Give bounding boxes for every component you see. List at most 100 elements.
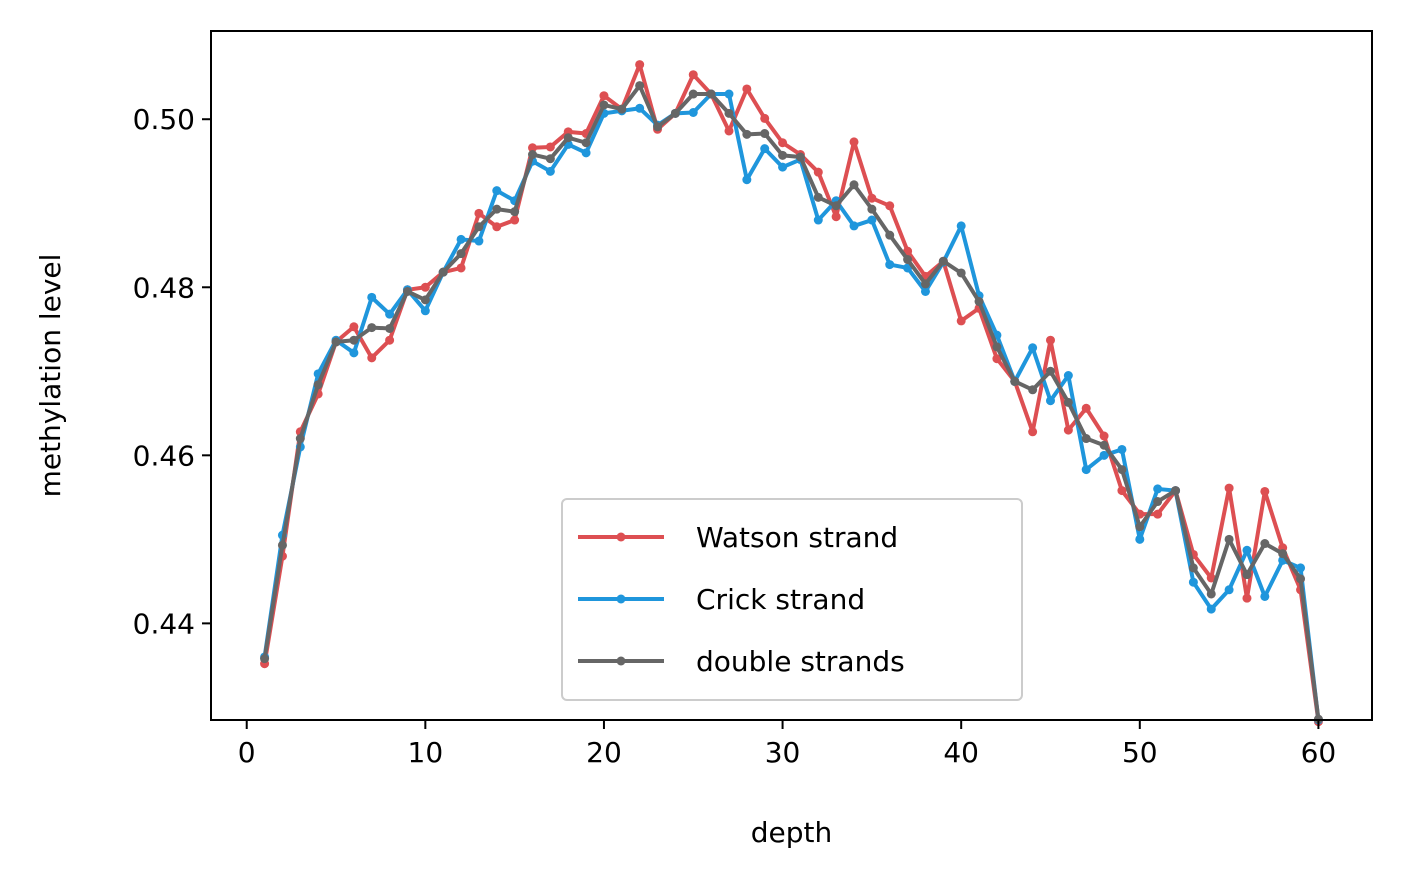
data-point: [670, 108, 680, 118]
data-point: [813, 192, 823, 202]
data-point: [867, 204, 877, 214]
data-point: [1045, 335, 1055, 345]
data-point: [760, 113, 770, 123]
data-point: [1206, 589, 1216, 599]
data-point: [492, 204, 502, 214]
x-axis: 0 10 20 30 40 50 60: [238, 720, 1336, 769]
data-point: [1260, 486, 1270, 496]
data-point: [1188, 577, 1198, 587]
data-point: [438, 267, 448, 277]
data-point: [367, 353, 377, 363]
data-point: [474, 222, 484, 232]
data-point: [367, 292, 377, 302]
data-point: [1224, 585, 1234, 595]
data-point: [1188, 563, 1198, 573]
data-point: [635, 81, 645, 91]
data-point: [920, 286, 930, 296]
plot-frame: [210, 30, 1373, 721]
data-point: [885, 201, 895, 211]
data-point: [1117, 486, 1127, 496]
y-axis: 0.44 0.46 0.48 0.50: [133, 103, 211, 640]
data-point: [385, 309, 395, 319]
data-point: [617, 104, 627, 114]
y-tick-label: 0.50: [133, 103, 195, 136]
data-point: [492, 222, 502, 232]
data-point: [849, 221, 859, 231]
data-point: [545, 142, 555, 152]
data-point: [742, 175, 752, 185]
x-tick-label: 60: [1301, 736, 1337, 769]
data-point: [1099, 450, 1109, 460]
data-point: [1171, 486, 1181, 496]
legend-item: Crick strand: [578, 583, 865, 616]
data-point: [778, 150, 788, 160]
x-tick-label: 30: [765, 736, 801, 769]
data-point: [456, 234, 466, 244]
data-point: [688, 89, 698, 99]
data-point: [724, 108, 734, 118]
y-tick-label: 0.44: [133, 607, 195, 640]
data-point: [545, 154, 555, 164]
x-tick-label: 0: [238, 736, 256, 769]
data-point: [1028, 385, 1038, 395]
data-point: [1045, 396, 1055, 406]
data-point: [1099, 431, 1109, 441]
data-point: [688, 70, 698, 80]
data-point: [1260, 539, 1270, 549]
legend-items: Watson strand Crick strand double strands: [578, 521, 905, 678]
y-tick-label: 0.48: [133, 271, 195, 304]
data-point: [706, 89, 716, 99]
data-point: [581, 138, 591, 148]
data-point: [456, 249, 466, 259]
series-layer: [260, 60, 1323, 727]
data-point: [1028, 343, 1038, 353]
data-point: [1206, 573, 1216, 583]
data-point: [510, 207, 520, 217]
legend-swatch-marker: [616, 656, 626, 666]
data-point: [724, 89, 734, 99]
data-point: [1081, 403, 1091, 413]
data-point: [974, 297, 984, 307]
data-point: [1153, 484, 1163, 494]
data-point: [1224, 483, 1234, 493]
data-point: [635, 60, 645, 70]
data-point: [849, 137, 859, 147]
data-point: [349, 335, 359, 345]
y-axis-title: methylation level: [34, 254, 67, 498]
data-point: [1135, 522, 1145, 532]
x-tick-label: 50: [1122, 736, 1158, 769]
data-point: [742, 84, 752, 94]
data-point: [849, 180, 859, 190]
data-point: [1296, 563, 1306, 573]
data-point: [1081, 465, 1091, 475]
data-point: [1063, 397, 1073, 407]
data-point: [599, 100, 609, 110]
legend-swatch-marker: [616, 594, 626, 604]
data-point: [331, 337, 341, 347]
series-line: [262, 83, 1321, 722]
data-point: [1296, 574, 1306, 584]
data-point: [1153, 509, 1163, 519]
data-point: [545, 166, 555, 176]
data-point: [724, 126, 734, 136]
data-point: [920, 279, 930, 289]
data-point: [831, 212, 841, 222]
data-point: [778, 162, 788, 172]
data-point: [1117, 465, 1127, 475]
legend-label: Crick strand: [696, 583, 865, 616]
data-point: [760, 144, 770, 154]
data-point: [1242, 570, 1252, 580]
data-point: [1206, 604, 1216, 614]
data-point: [1010, 376, 1020, 386]
legend-item: double strands: [578, 645, 905, 678]
data-point: [795, 152, 805, 162]
data-point: [1153, 497, 1163, 507]
data-point: [528, 143, 538, 153]
data-point: [474, 208, 484, 218]
data-point: [581, 148, 591, 158]
data-point: [349, 322, 359, 332]
data-point: [510, 215, 520, 225]
data-point: [1063, 425, 1073, 435]
data-point: [1063, 371, 1073, 380]
data-point: [1242, 593, 1252, 603]
